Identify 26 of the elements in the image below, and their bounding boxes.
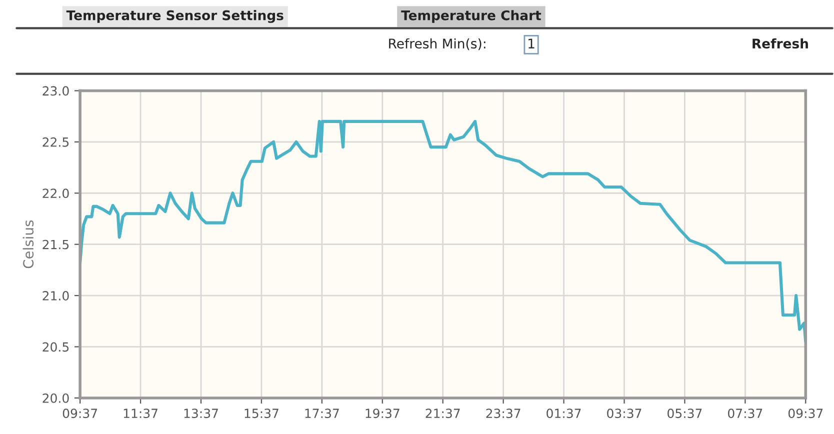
text: Refresh Min(s): (389, 38, 486, 50)
x-tick-label: 13:37 (184, 408, 218, 418)
text: Temperature Sensor Settings (66, 10, 284, 23)
text: Refresh (752, 38, 808, 49)
x-tick-label: 23:37 (486, 408, 520, 418)
x-tick-label: 11:37 (124, 408, 158, 418)
y-tick-label: 20.0 (42, 393, 69, 403)
y-tick-label: 23.0 (42, 86, 69, 96)
x-tick-label: 19:37 (366, 408, 400, 418)
x-tick-label: 09:37 (62, 408, 98, 418)
y-tick-label: 21.0 (42, 291, 69, 300)
text: Temperature Chart (401, 10, 542, 23)
x-tick-label: 21:37 (426, 408, 460, 418)
y-tick-label: 21.5 (42, 240, 69, 250)
text: 1 (528, 38, 534, 48)
x-tick-label: 17:37 (305, 408, 339, 418)
y-tick-label: 22.0 (42, 188, 69, 198)
x-tick-label: 03:37 (607, 408, 642, 418)
x-tick-label: 01:37 (546, 408, 581, 418)
x-tick-label: 15:37 (244, 408, 278, 418)
y-tick-label: 20.5 (42, 342, 69, 352)
x-tick-label: 09:37 (788, 408, 823, 418)
x-tick-label: 05:37 (668, 408, 702, 418)
y-axis-title: Celsius (22, 220, 34, 268)
y-tick-label: 22.5 (42, 137, 69, 147)
x-tick-label: 07:37 (728, 408, 762, 418)
